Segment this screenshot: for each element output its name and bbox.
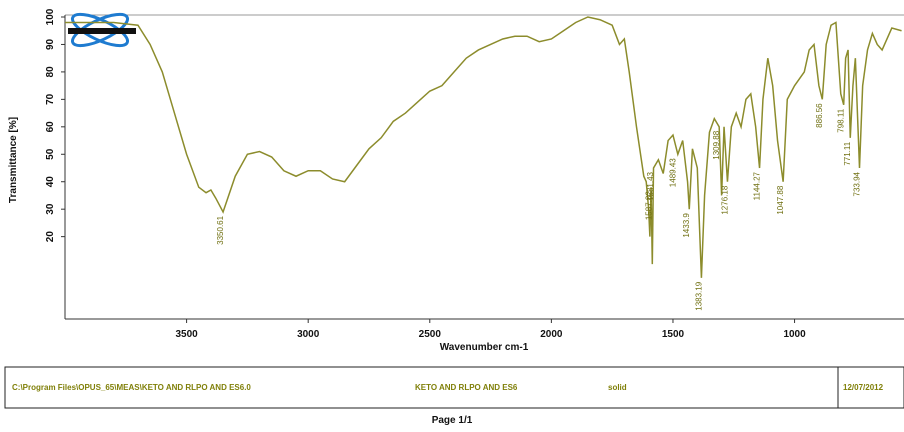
peak-label: 1489.43 xyxy=(669,158,678,187)
y-tick-label: 40 xyxy=(45,176,56,188)
y-tick-label: 80 xyxy=(45,66,56,78)
x-tick-label: 2500 xyxy=(419,329,442,340)
footer-date: 12/07/2012 xyxy=(843,383,884,392)
y-tick-label: 50 xyxy=(45,148,56,160)
footer-sample: KETO AND RLPO AND ES6 xyxy=(415,383,518,392)
x-tick-label: 3000 xyxy=(297,329,320,340)
peak-label: 1587.82 xyxy=(645,191,654,220)
peak-label: 886.56 xyxy=(815,103,824,128)
peak-label: 1144.27 xyxy=(752,171,761,200)
peak-label: 1276.18 xyxy=(720,185,729,214)
peak-label: 3350.61 xyxy=(216,215,225,244)
y-tick-label: 60 xyxy=(45,121,56,133)
peak-label: 1581.43 xyxy=(646,171,655,200)
y-tick-label: 70 xyxy=(45,93,56,105)
y-tick-label: 90 xyxy=(45,38,56,50)
logo xyxy=(68,12,136,48)
peak-label: 733.94 xyxy=(852,171,861,196)
x-tick-label: 2000 xyxy=(540,329,563,340)
x-tick-label: 1000 xyxy=(783,329,806,340)
spectrum-line xyxy=(65,16,902,278)
footer-box xyxy=(4,366,904,409)
peak-label: 798.11 xyxy=(837,108,846,132)
x-tick-label: 3500 xyxy=(175,329,198,340)
peak-label: 1433.9 xyxy=(682,213,691,238)
peak-label: 771.11 xyxy=(843,141,852,165)
footer-form: solid xyxy=(608,383,627,392)
page-number: Page 1/1 xyxy=(432,415,473,426)
x-tick-label: 1500 xyxy=(662,329,685,340)
y-axis-title: Transmittance [%] xyxy=(8,117,19,203)
x-axis-title: Wavenumber cm-1 xyxy=(440,342,529,353)
y-tick-label: 100 xyxy=(45,8,56,25)
peak-label: 1383.19 xyxy=(694,281,703,310)
footer-path: C:\Program Files\OPUS_65\MEAS\KETO AND R… xyxy=(12,383,251,392)
y-tick-label: 30 xyxy=(45,203,56,215)
peak-label: 1047.88 xyxy=(776,185,785,214)
y-tick-label: 20 xyxy=(45,231,56,243)
peak-label: 1309.88 xyxy=(712,130,721,159)
